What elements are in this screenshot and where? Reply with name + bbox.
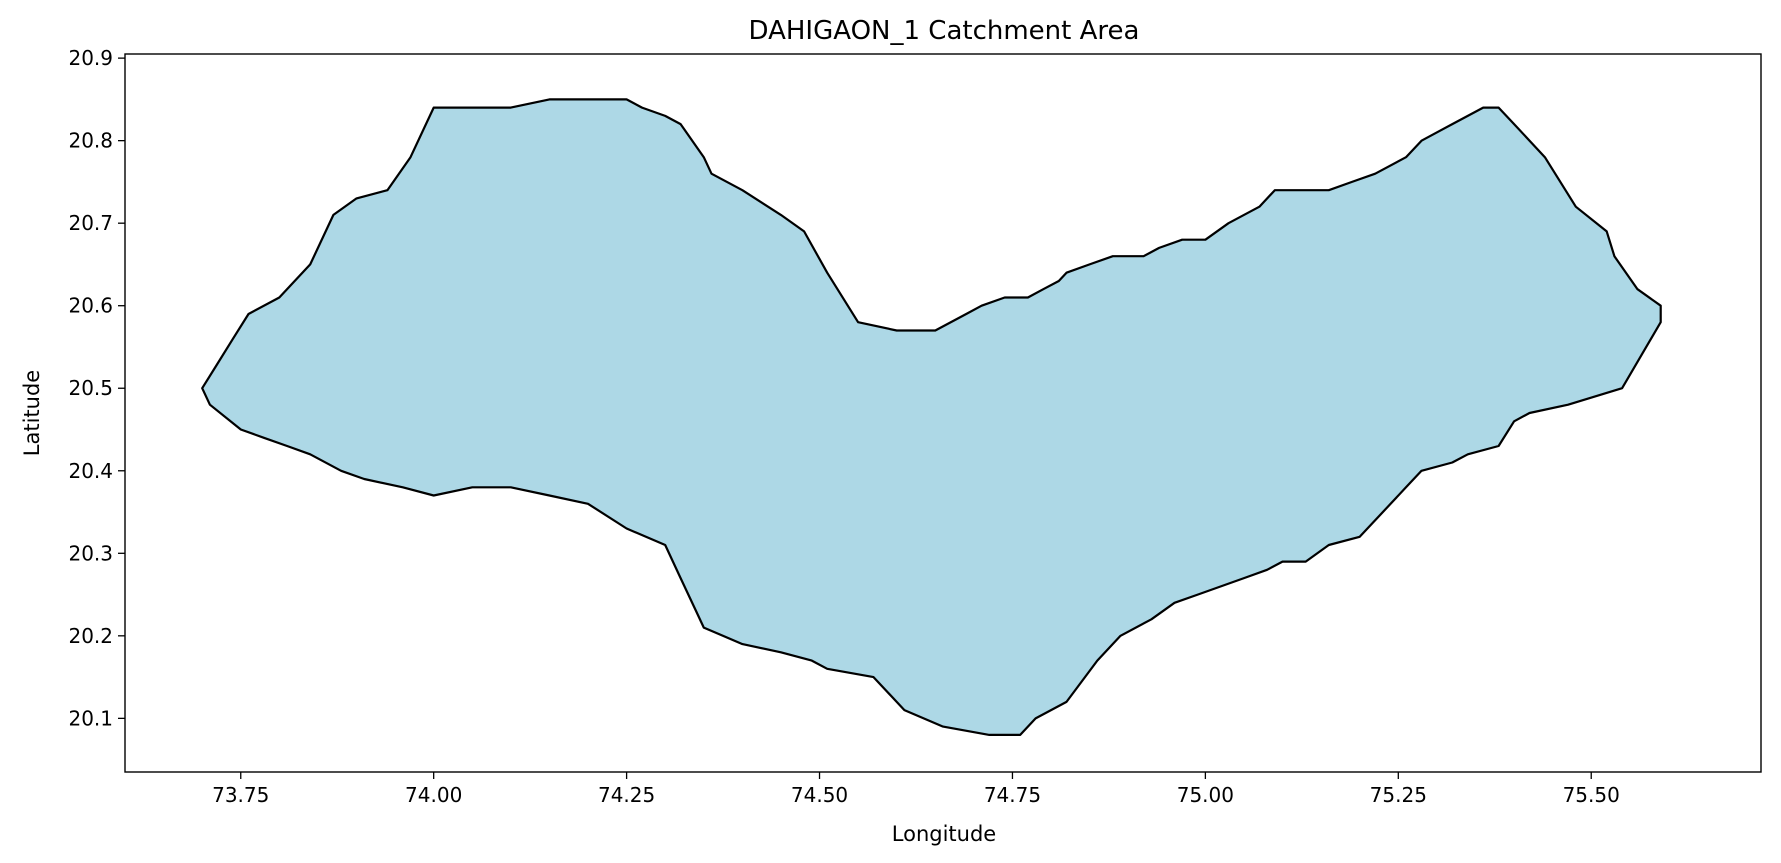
y-axis: 20.1 20.2 20.3 20.4 20.5 20.6 20.7 20.8 20.9 [68, 46, 125, 730]
plot-area [124, 53, 1762, 773]
y-tick-label: 20.2 [68, 624, 113, 648]
x-tick-label: 75.25 [1370, 783, 1427, 807]
y-tick-label: 20.5 [68, 376, 113, 400]
y-axis-label: Latitude [20, 370, 44, 456]
x-axis: 73.75 74.00 74.25 74.50 74.75 75.00 75.25 75.50 [212, 772, 1620, 807]
x-tick-label: 73.75 [212, 783, 269, 807]
y-tick-label: 20.9 [68, 46, 113, 70]
plot-frame [124, 53, 1762, 773]
x-axis-label: Longitude [892, 822, 996, 846]
x-tick-label: 75.00 [1177, 783, 1234, 807]
x-tick-label: 74.00 [405, 783, 462, 807]
y-tick-label: 20.8 [68, 129, 113, 153]
x-tick-label: 74.75 [984, 783, 1041, 807]
y-tick-label: 20.3 [68, 541, 113, 565]
catchment-polygon [201, 98, 1662, 736]
y-tick-label: 20.4 [68, 459, 113, 483]
x-tick-label: 74.25 [598, 783, 655, 807]
y-tick-label: 20.1 [68, 706, 113, 730]
y-tick-label: 20.7 [68, 211, 113, 235]
chart-title: DAHIGAON_1 Catchment Area [749, 16, 1140, 46]
x-tick-label: 75.50 [1563, 783, 1620, 807]
y-tick-label: 20.6 [68, 294, 113, 318]
x-tick-label: 74.50 [791, 783, 848, 807]
